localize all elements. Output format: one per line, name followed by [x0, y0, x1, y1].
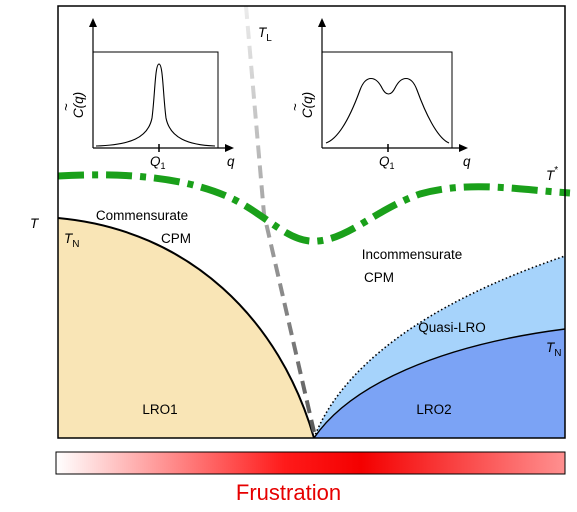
lro2-region: [314, 329, 565, 438]
inset-right-y-label: C(q): [300, 92, 315, 118]
inset-left-q1-label: Q1: [150, 154, 166, 171]
frustration-label: Frustration: [235, 480, 342, 505]
inset-right: Q1 q C(q) ~: [288, 18, 471, 171]
tstar-curve: [57, 171, 571, 245]
plot-frame: [57, 5, 566, 439]
quasi-lro-boundary: [313, 255, 566, 439]
tstar-label: T*: [546, 165, 558, 183]
quasi-lro-label: Quasi-LRO: [418, 320, 486, 335]
frustration-gradient-bar: [55, 451, 566, 475]
tn-left-label: TN: [64, 231, 79, 250]
lro2-label: LRO2: [416, 402, 451, 417]
incommensurate-label-line2: CPM: [364, 270, 394, 285]
inset-right-x-label: q: [463, 154, 471, 169]
tn-right-label: TN: [546, 340, 561, 359]
lro1-label: LRO1: [142, 402, 177, 417]
inset-left-y-label: C(q): [71, 92, 86, 118]
double-peak-curve: [325, 77, 450, 144]
lro1-region: [58, 218, 314, 438]
inset-left: Q1 q C(q) ~: [59, 18, 235, 171]
commensurate-label-line1: Commensurate: [96, 208, 188, 223]
tl-label: TL: [258, 25, 272, 44]
inset-right-tilde: ~: [288, 103, 303, 111]
incommensurate-label-line1: Incommensurate: [362, 247, 463, 262]
tn-right-curve: [313, 328, 566, 439]
single-peak-curve: [95, 63, 216, 147]
commensurate-label-line2: CPM: [161, 231, 191, 246]
inset-left-x-label: q: [227, 154, 235, 169]
inset-right-q1-label: Q1: [379, 154, 395, 171]
inset-left-tilde: ~: [59, 103, 74, 111]
y-axis-label: T: [30, 216, 40, 231]
tn-left-curve: [57, 217, 315, 439]
